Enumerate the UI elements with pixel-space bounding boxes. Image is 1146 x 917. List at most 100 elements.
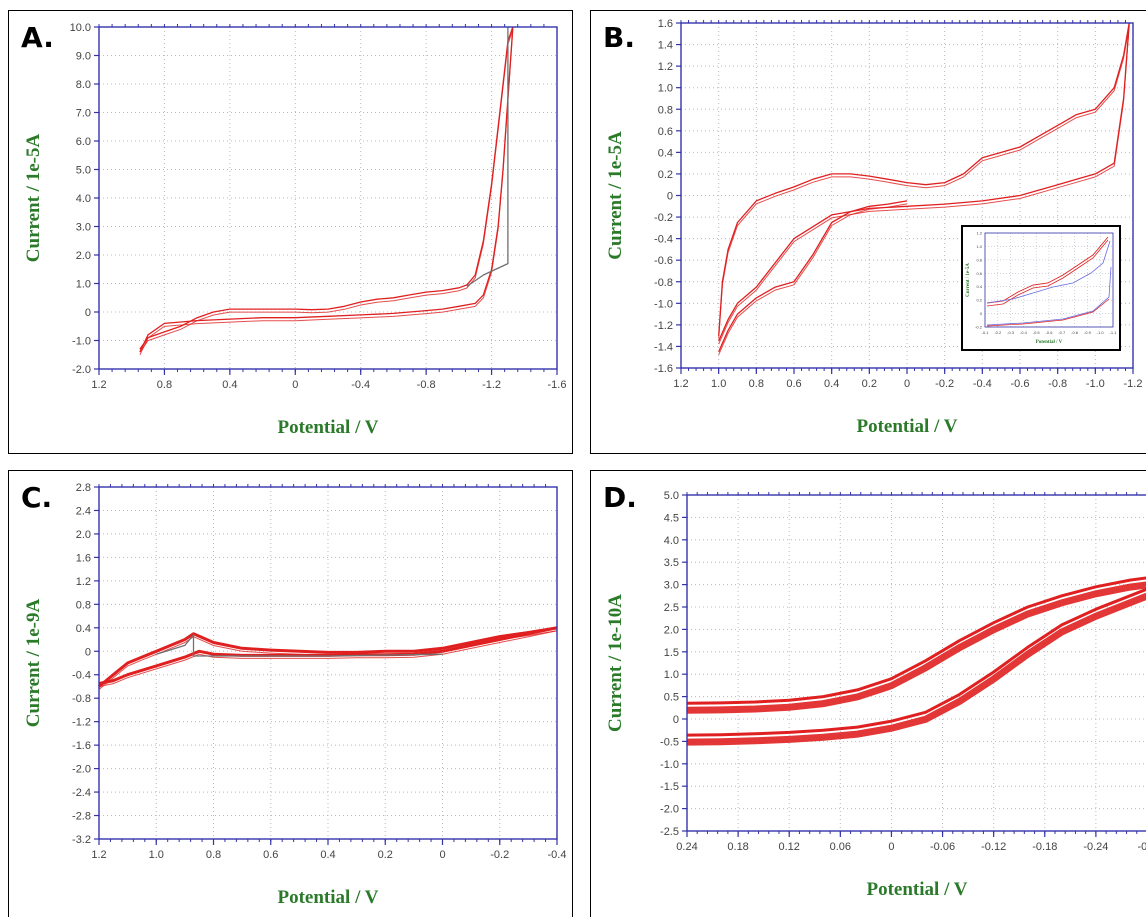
chart-a-xtick-label: 0 bbox=[292, 379, 298, 391]
inset-xlabel: Potential / V bbox=[1036, 340, 1063, 345]
chart-b-ytick-label: 1.6 bbox=[658, 18, 673, 30]
chart-d-xtick-label: -0.3 bbox=[1138, 841, 1146, 853]
chart-b-ytick-label: 1.2 bbox=[658, 61, 673, 73]
chart-b-xtick-label: 0.4 bbox=[824, 378, 839, 390]
chart-b-xtick-label: 0.8 bbox=[749, 378, 764, 390]
chart-c-ytick-label: 1.2 bbox=[76, 576, 91, 588]
chart-d-ytick-label: -2.5 bbox=[660, 826, 679, 838]
inset-xtick-label: -0.4 bbox=[1020, 330, 1028, 335]
chart-c-xtick-label: 0.4 bbox=[320, 849, 335, 861]
chart-c-series-1-scan bbox=[98, 630, 558, 687]
chart-d-ytick-label: -1.0 bbox=[660, 759, 679, 771]
chart-b-xtick-label: -0.6 bbox=[1011, 378, 1030, 390]
chart-a-xtick-label: 0.4 bbox=[222, 379, 237, 391]
inset-xtick-label: -0.5 bbox=[1033, 330, 1041, 335]
chart-d-series-1 bbox=[686, 587, 1146, 737]
chart-b-inset-svg: -0.1 -0.2 -0.3 -0.4 -0.5 -0.6 -0.7 -0.8 -0.9 -1.0… bbox=[966, 231, 1118, 346]
chart-a-series-1-scan bbox=[139, 29, 514, 356]
panel-c-letter: C. bbox=[21, 481, 53, 514]
inset-ytick-label: 0.6 bbox=[976, 271, 982, 276]
chart-d-ytick-label: 5.0 bbox=[664, 490, 679, 502]
chart-d-ytick-label: -0.5 bbox=[660, 736, 679, 748]
chart-c-ytick-label: -2.8 bbox=[72, 811, 91, 823]
chart-a-ytick-label: 4.0 bbox=[76, 193, 91, 205]
inset-ytick-label: 1.0 bbox=[976, 244, 982, 249]
chart-b-ytick-label: -1.4 bbox=[654, 341, 673, 353]
chart-b-xtick-label: 1.0 bbox=[711, 378, 726, 390]
chart-c-svg: 1.2 1.0 0.8 0.6 0.4 0.2 0 -0.2 -0.4 -3.2 -2.8 -2.4 -… bbox=[23, 482, 566, 908]
chart-c-xtick-label: 1.2 bbox=[91, 849, 106, 861]
chart-b-series-0 bbox=[718, 200, 908, 353]
chart-b-series-2-scan bbox=[718, 25, 1130, 345]
inset-xtick-label: -0.8 bbox=[1071, 330, 1079, 335]
chart-a-ytick-label: 5.0 bbox=[76, 165, 91, 177]
chart-b-ytick-label: -1.2 bbox=[654, 320, 673, 332]
chart-b-ytick-label: 0 bbox=[667, 191, 673, 203]
chart-d-xtick-label: 0.12 bbox=[779, 841, 800, 853]
chart-b-series-1-scan bbox=[718, 25, 1130, 339]
chart-d-xtick-label: -0.24 bbox=[1083, 841, 1108, 853]
chart-d-series-1-scan bbox=[686, 592, 1146, 746]
inset-xtick-label: -0.6 bbox=[1046, 330, 1054, 335]
chart-c-ytick-label: 1.6 bbox=[76, 552, 91, 564]
inset-frame bbox=[984, 232, 1114, 328]
panel-a-letter: A. bbox=[21, 21, 54, 54]
chart-c-ytick-label: -2.4 bbox=[72, 787, 91, 799]
chart-b-xtick-label: -1.0 bbox=[1086, 378, 1105, 390]
chart-a-ytick-label: 7.0 bbox=[76, 108, 91, 120]
chart-d-frame bbox=[686, 494, 1146, 832]
chart-b-xtick-label: -0.4 bbox=[973, 378, 992, 390]
inset-xtick-label: -0.9 bbox=[1084, 330, 1092, 335]
chart-d-xtick-label: -0.06 bbox=[930, 841, 955, 853]
panel-b-letter: B. bbox=[603, 21, 635, 54]
chart-d-ytick-label: 4.5 bbox=[664, 512, 679, 524]
chart-a-xtick-label: -0.4 bbox=[351, 379, 370, 391]
inset-ytick-label: 0.8 bbox=[976, 257, 982, 262]
chart-b-ytick-label: -0.8 bbox=[654, 277, 673, 289]
chart-c-xtick-label: 0 bbox=[439, 849, 445, 861]
chart-c-xtick-label: 0.8 bbox=[206, 849, 221, 861]
chart-d-series-0-scan bbox=[686, 581, 1146, 714]
chart-c-ylabel: Current / 1e-9A bbox=[23, 599, 44, 728]
chart-c-ytick-label: 2.0 bbox=[76, 529, 91, 541]
chart-a-ytick-label: 10.0 bbox=[70, 22, 91, 34]
chart-d-ytick-label: 3.5 bbox=[664, 557, 679, 569]
chart-b-svg: 1.2 1.0 0.8 0.6 0.4 0.2 0 -0.2 -0.4 -0.6 -0.8 -1.0 -… bbox=[605, 18, 1143, 437]
inset-trace-red-lower bbox=[986, 298, 1110, 327]
inset-ytick-label: 0 bbox=[980, 311, 983, 316]
chart-b-xtick-label: 0 bbox=[904, 378, 910, 390]
chart-a-ytick-label: 1.0 bbox=[76, 279, 91, 291]
chart-c-ytick-label: 2.8 bbox=[76, 482, 91, 494]
chart-d-ylabel: Current / 1e-10A bbox=[605, 594, 626, 732]
chart-d-xtick-label: 0.06 bbox=[830, 841, 851, 853]
chart-a-series-1 bbox=[139, 26, 514, 353]
chart-c-ytick-label: 0.8 bbox=[76, 599, 91, 611]
chart-d-xtick-label: -0.18 bbox=[1032, 841, 1057, 853]
inset-trace-red bbox=[986, 236, 1109, 304]
chart-b-series-1 bbox=[718, 22, 1130, 336]
chart-b-ytick-label: 0.6 bbox=[658, 126, 673, 138]
inset-trace-blue-lower bbox=[986, 266, 1112, 326]
inset-ytick-label: -0.2 bbox=[975, 325, 983, 330]
inset-ytick-label: 0.2 bbox=[976, 298, 982, 303]
chart-a-xtick-label: -1.2 bbox=[482, 379, 501, 391]
chart-b-ytick-label: -0.6 bbox=[654, 255, 673, 267]
chart-a-series-2 bbox=[466, 27, 509, 287]
chart-a-ytick-label: -1.0 bbox=[72, 336, 91, 348]
chart-a-ytick-label: 6.0 bbox=[76, 136, 91, 148]
chart-a-ytick-label: 9.0 bbox=[76, 51, 91, 63]
chart-c-xtick-label: 1.0 bbox=[149, 849, 164, 861]
chart-a-series-0 bbox=[139, 26, 514, 350]
chart-b-series-2 bbox=[718, 22, 1130, 342]
chart-c-ytick-label: 0.4 bbox=[76, 623, 91, 635]
panel-a: 1.2 0.8 0.4 0 -0.4 -0.8 -1.2 -1.6 -2.0 -1.0 0 1.0 2.… bbox=[8, 10, 573, 454]
chart-b-ytick-label: 1.4 bbox=[658, 40, 673, 52]
inset-xtick-label: -1.1 bbox=[1110, 330, 1118, 335]
chart-b-xtick-label: -0.2 bbox=[935, 378, 954, 390]
chart-d-xlabel: Potential / V bbox=[867, 879, 968, 900]
chart-b-xtick-label: -1.2 bbox=[1124, 378, 1143, 390]
inset-xtick-label: -0.3 bbox=[1007, 330, 1015, 335]
chart-c-ytick-label: -1.2 bbox=[72, 717, 91, 729]
chart-c-series-2 bbox=[156, 634, 443, 657]
chart-a-series-0-scan bbox=[139, 29, 514, 353]
